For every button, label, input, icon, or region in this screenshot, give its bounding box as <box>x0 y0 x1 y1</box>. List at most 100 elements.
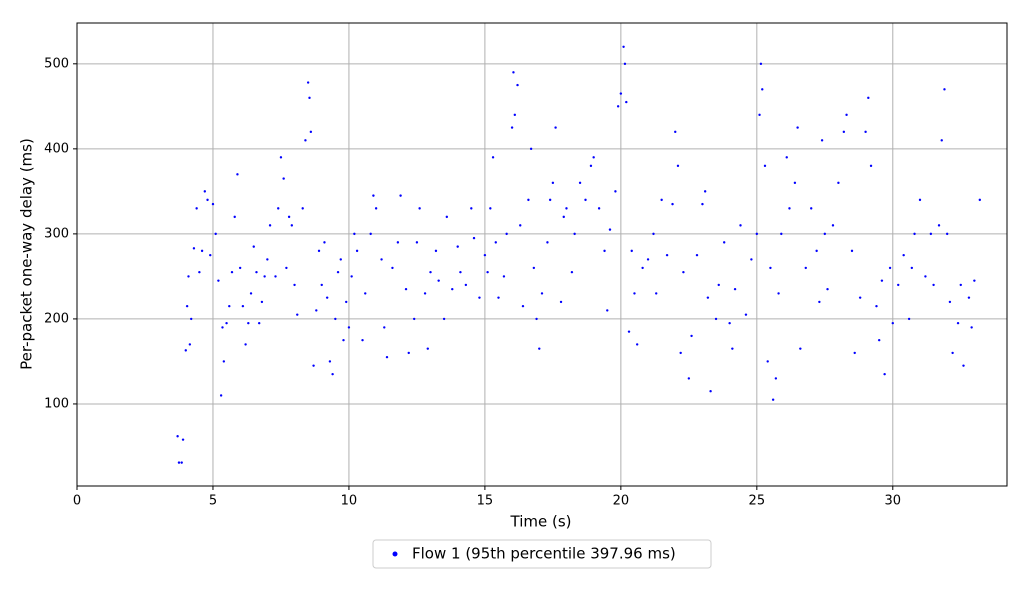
point <box>918 198 922 202</box>
point <box>970 326 973 329</box>
point <box>818 300 821 304</box>
y-tick-label: 300 <box>44 226 69 241</box>
point <box>606 309 609 312</box>
point <box>810 207 813 210</box>
point <box>372 194 375 197</box>
point <box>625 100 628 104</box>
point <box>391 266 394 270</box>
point <box>505 232 508 236</box>
point <box>932 283 935 287</box>
point <box>766 360 769 363</box>
point <box>845 113 848 117</box>
point <box>380 258 383 261</box>
point <box>655 292 658 295</box>
point <box>731 347 734 350</box>
point <box>478 296 481 299</box>
point <box>641 266 644 270</box>
point <box>266 258 269 261</box>
point <box>459 270 462 274</box>
point <box>293 283 296 287</box>
point <box>589 164 593 168</box>
point <box>630 249 633 253</box>
point <box>959 283 962 287</box>
point <box>187 275 190 278</box>
point <box>331 372 334 376</box>
point <box>470 207 473 210</box>
point <box>929 232 933 236</box>
point <box>513 113 517 117</box>
point <box>945 232 949 236</box>
point <box>679 351 682 355</box>
point <box>328 360 332 363</box>
point <box>706 296 710 299</box>
x-tick-label: 15 <box>477 494 494 509</box>
point <box>540 292 544 295</box>
point <box>219 394 223 397</box>
point <box>456 245 459 248</box>
point <box>573 232 576 236</box>
point <box>222 360 226 363</box>
point <box>494 241 497 244</box>
point <box>464 283 468 287</box>
point <box>238 266 242 270</box>
point <box>472 236 476 240</box>
point <box>445 215 449 219</box>
point <box>646 258 650 261</box>
point <box>290 224 294 227</box>
point <box>345 300 348 304</box>
point <box>622 45 625 49</box>
point <box>510 126 514 129</box>
point <box>703 190 707 193</box>
point <box>263 275 266 278</box>
point <box>312 364 315 367</box>
point <box>744 313 748 316</box>
point <box>200 249 204 253</box>
point <box>323 241 326 244</box>
point <box>701 202 704 206</box>
point <box>774 377 778 380</box>
point <box>483 253 487 257</box>
point <box>320 283 323 287</box>
point <box>418 207 421 210</box>
point <box>891 321 894 325</box>
point <box>864 130 867 134</box>
x-tick-label: 10 <box>341 494 358 509</box>
plot-frame <box>76 22 1008 487</box>
point <box>858 296 862 299</box>
point <box>733 287 737 291</box>
point <box>538 347 541 350</box>
point <box>334 317 337 321</box>
point <box>214 232 217 236</box>
point <box>695 253 699 257</box>
point <box>309 130 313 134</box>
point <box>181 438 185 441</box>
point <box>850 249 854 253</box>
point <box>255 270 258 274</box>
point <box>502 275 506 278</box>
point <box>489 207 492 210</box>
legend-marker <box>392 551 398 557</box>
point <box>437 279 440 282</box>
point <box>274 275 277 278</box>
point <box>296 313 299 316</box>
point <box>184 349 187 352</box>
point <box>565 207 568 210</box>
point <box>532 266 536 270</box>
point <box>325 296 329 299</box>
point <box>690 334 693 338</box>
point <box>548 198 552 202</box>
point <box>249 292 253 295</box>
point <box>910 266 914 270</box>
point <box>516 83 519 87</box>
point <box>176 435 179 438</box>
point <box>671 202 674 206</box>
point <box>788 207 791 210</box>
point <box>315 309 318 312</box>
point <box>967 296 971 299</box>
point <box>434 249 438 253</box>
point <box>570 270 574 274</box>
point <box>277 207 280 210</box>
point <box>285 266 288 270</box>
point <box>554 126 557 129</box>
point <box>831 224 835 227</box>
